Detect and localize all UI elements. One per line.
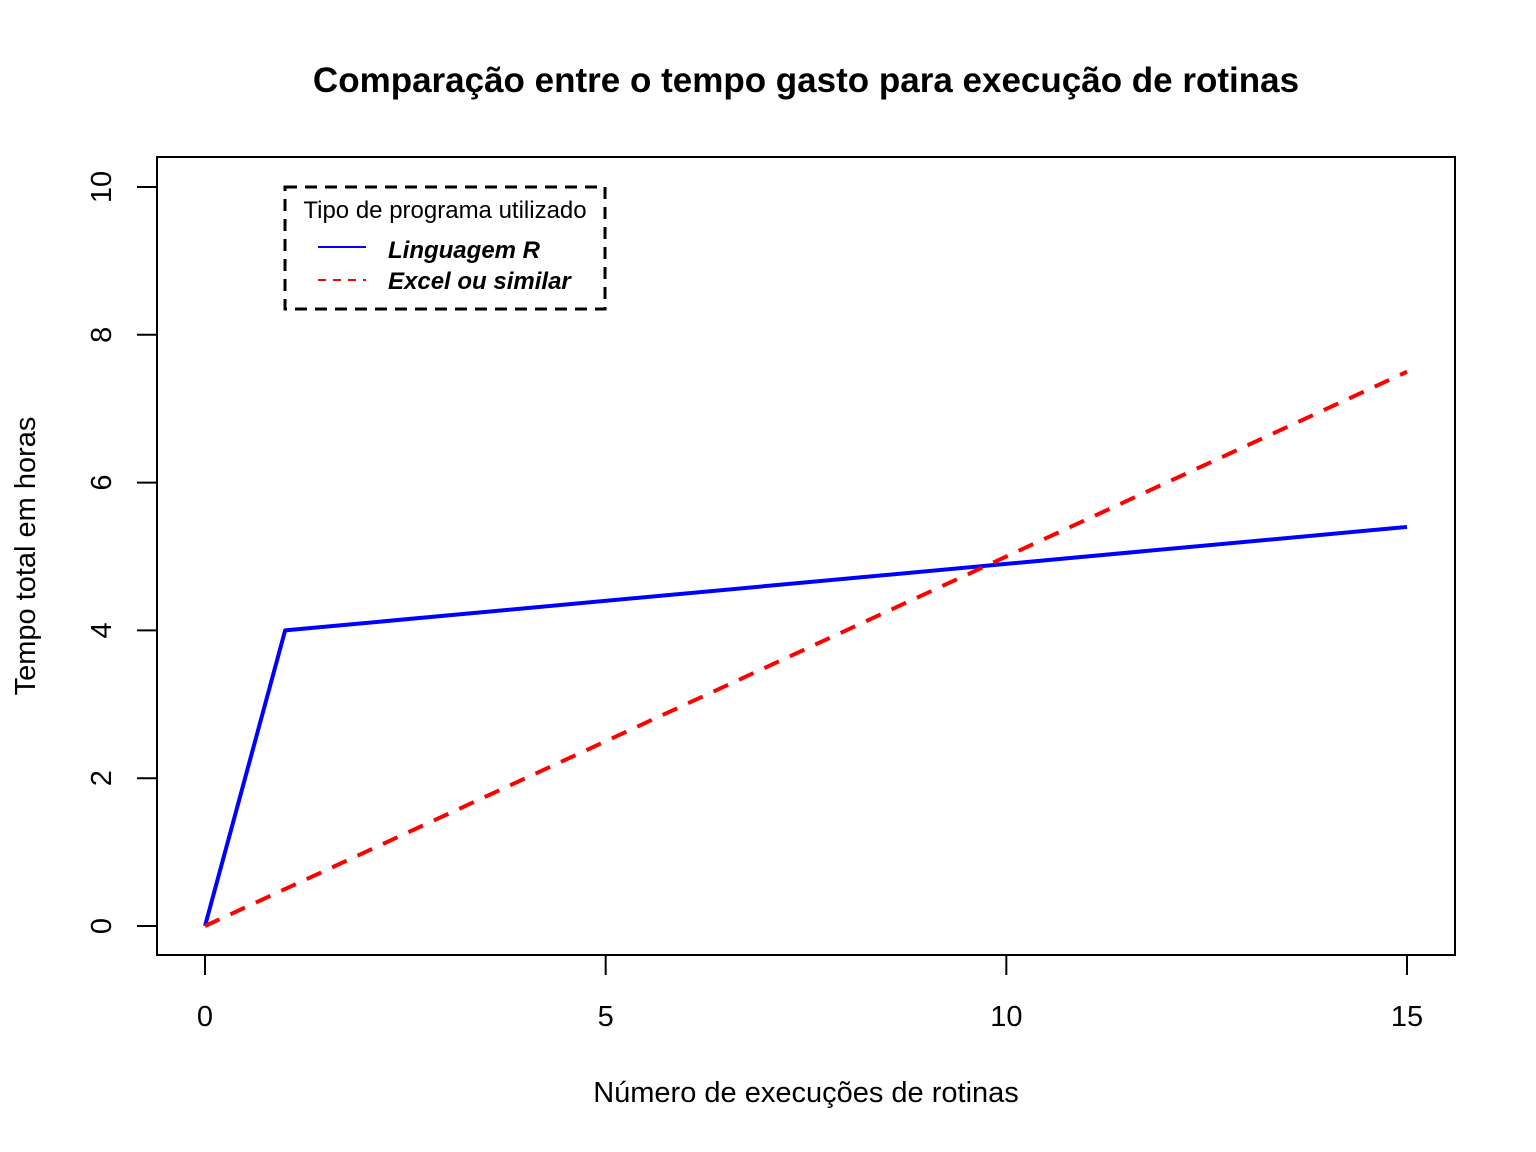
y-tick-label: 8 [86, 327, 118, 343]
series-layer [203, 369, 1408, 928]
x-tick-label: 15 [1391, 1001, 1423, 1033]
y-tick-label: 0 [86, 918, 118, 934]
x-tick-label: 0 [197, 1001, 213, 1033]
x-tick-label: 5 [598, 1001, 614, 1033]
x-axis-label: Número de execuções de rotinas [593, 1077, 1019, 1109]
series-line-excel-ou-similar [204, 369, 1408, 928]
y-tick-label: 2 [86, 770, 118, 786]
legend-title: Tipo de programa utilizado [303, 197, 586, 224]
series-line-linguagem-r [203, 524, 1408, 927]
legend: Tipo de programa utilizado Linguagem R E… [283, 185, 607, 311]
y-axis: 0 2 4 6 8 10 [86, 171, 158, 934]
legend-entry-linguagem-r: Linguagem R [388, 237, 541, 264]
y-axis-label: Tempo total em horas [10, 417, 42, 696]
legend-entry-excel-ou-similar: Excel ou similar [388, 268, 572, 295]
y-tick-label: 10 [86, 171, 118, 203]
chart-title: Comparação entre o tempo gasto para exec… [313, 61, 1299, 100]
x-tick-label: 10 [990, 1001, 1022, 1033]
y-tick-label: 4 [86, 622, 118, 638]
x-axis: 0 5 10 15 [197, 954, 1423, 1033]
y-tick-label: 6 [86, 475, 118, 491]
